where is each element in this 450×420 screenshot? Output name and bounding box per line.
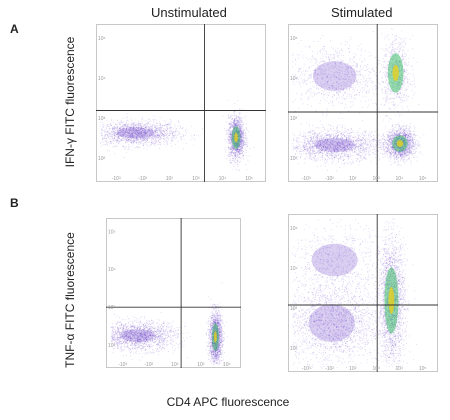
event-cloud (110, 312, 221, 361)
plot-a-unstimulated: 10² 10³ 10⁴ 10⁵ -10³ -10² 10² 10³ 10⁴ 10⁵ (96, 24, 266, 182)
y-tick-label: 10² (98, 156, 106, 162)
y-tick-label: 10² (290, 156, 298, 162)
x-tick-label: 10⁵ (245, 176, 253, 182)
y-axis-label-ifn: IFN-γ FITC fluorescence (63, 36, 77, 168)
x-tick-label: 10³ (192, 176, 200, 182)
x-tick-label: 10⁴ (395, 366, 403, 372)
panel-label-b: B (10, 196, 19, 210)
x-tick-label: 10² (349, 366, 357, 372)
event-cloud (292, 120, 417, 172)
y-tick-label: 10³ (290, 306, 298, 312)
x-tick-label: 10² (171, 362, 179, 368)
event-cloud (292, 219, 407, 312)
density-peak (388, 287, 395, 314)
panel-label-a: A (10, 22, 19, 36)
y-tick-label: 10⁵ (290, 226, 298, 232)
y-tick-label: 10³ (98, 116, 106, 122)
plot-b-unstimulated: 10² 10³ 10⁴ 10⁵ -10³ -10² 10² 10³ 10⁴ (106, 218, 241, 368)
x-tick-label: 10² (166, 176, 174, 182)
y-tick-label: 10⁴ (290, 266, 298, 272)
column-title-unstimulated: Unstimulated (151, 5, 227, 20)
x-tick-label: -10² (144, 362, 153, 368)
density-peak (396, 140, 404, 147)
density-core (308, 304, 355, 342)
x-tick-label: -10³ (112, 176, 121, 182)
x-tick-label: 10⁵ (419, 176, 427, 182)
y-tick-label: 10⁵ (98, 36, 106, 42)
plot-a-stimulated: 10² 10³ 10⁴ 10⁵ -10³ -10² 10² 10³ 10⁴ 10⁵ (288, 24, 438, 182)
event-cloud (100, 113, 203, 158)
y-tick-label: 10⁵ (290, 36, 298, 42)
x-tick-label: 10³ (372, 176, 380, 182)
y-axis-label-tnf: TNF-α FITC fluorescence (63, 232, 77, 368)
x-tick-label: 10⁴ (219, 176, 227, 182)
density-peak (213, 331, 217, 343)
x-tick-label: 10³ (197, 362, 205, 368)
density-core (311, 243, 358, 277)
x-axis-label: CD4 APC fluorescence (166, 395, 290, 409)
plot-frame (96, 24, 266, 182)
x-tick-label: -10³ (302, 176, 311, 182)
y-tick-label: 10² (290, 346, 298, 352)
y-tick-label: 10⁴ (98, 76, 106, 82)
y-tick-label: 10⁴ (108, 267, 116, 273)
y-tick-label: 10³ (290, 116, 298, 122)
density-core (120, 329, 156, 342)
x-tick-label: -10² (138, 176, 147, 182)
plot-frame (288, 214, 438, 372)
density-core (314, 138, 356, 152)
column-title-stimulated: Stimulated (331, 5, 393, 20)
density-core (312, 61, 357, 91)
plot-frame (288, 24, 438, 182)
y-tick-label: 10⁵ (108, 229, 116, 235)
density-peak (392, 64, 399, 82)
x-tick-label: -10² (325, 176, 334, 182)
density-peak (234, 132, 238, 143)
x-tick-label: -10³ (302, 366, 311, 372)
x-tick-label: 10⁴ (395, 176, 403, 182)
x-tick-label: 10⁴ (223, 362, 231, 368)
x-tick-label: -10² (325, 366, 334, 372)
x-tick-label: 10⁵ (419, 366, 427, 372)
y-tick-label: 10² (108, 343, 116, 349)
event-cloud (292, 247, 418, 369)
y-tick-label: 10⁴ (290, 76, 298, 82)
plot-b-stimulated: 10² 10³ 10⁴ 10⁵ -10³ -10² 10² 10³ 10⁴ 10⁵ (288, 214, 438, 372)
x-tick-label: -10³ (118, 362, 127, 368)
y-tick-label: 10³ (108, 305, 116, 311)
x-tick-label: 10³ (372, 366, 380, 372)
x-tick-label: 10² (349, 176, 357, 182)
density-core (116, 127, 155, 139)
